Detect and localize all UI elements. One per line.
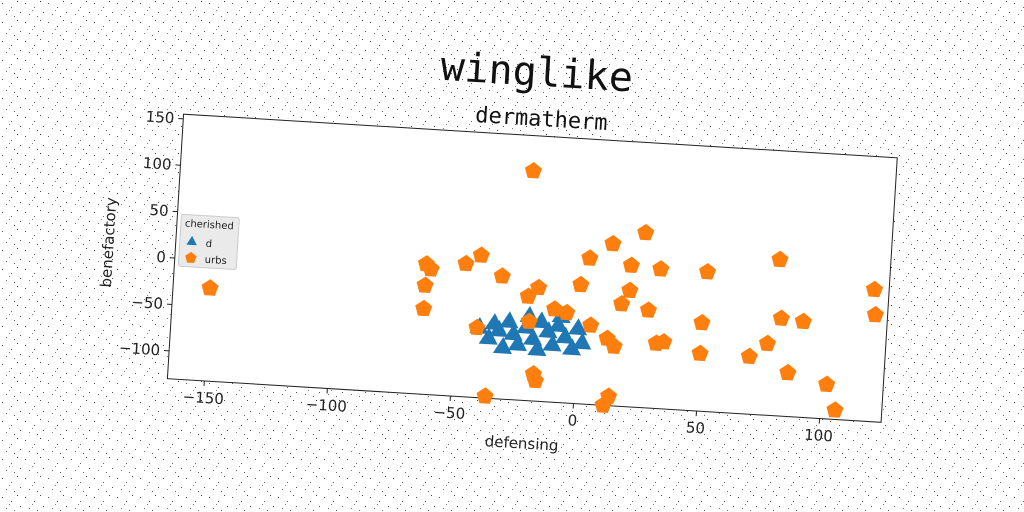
x-tick-label: 0 [567,411,578,430]
point-urbs [530,278,548,296]
chart-root: winglike dermatherm −150 −100 −50 0 50 100−10… [97,44,898,455]
point-urbs [416,276,434,294]
x-tick-label: −50 [433,403,466,423]
x-tick-label: 50 [685,418,705,437]
point-d [542,334,562,352]
point-urbs [699,262,717,280]
point-d [548,315,568,333]
x-axis-label: defensing [484,432,559,454]
point-d [484,313,504,331]
legend-items: d urbs [185,235,227,267]
point-urbs [621,281,639,299]
point-d [492,337,512,355]
point-urbs [582,316,600,333]
point-urbs [652,260,670,277]
point-urbs [468,318,486,336]
point-urbs [201,279,219,296]
point-urbs [572,275,590,293]
point-urbs [826,401,844,418]
point-d [572,332,592,350]
y-tick-label: 100 [142,154,172,174]
data-points [201,161,884,418]
point-urbs [415,299,433,317]
x-tick-label: −150 [182,388,224,408]
point-urbs [600,387,618,404]
point-d [527,339,547,357]
point-urbs [605,337,623,355]
legend: cherished d urbs [177,213,240,271]
x-tick-label: −100 [305,395,347,415]
point-urbs [691,344,709,362]
point-urbs [604,234,622,252]
point-urbs [637,223,655,241]
point-d [499,311,519,329]
point-d [538,321,558,339]
y-tick-label: −50 [131,293,164,313]
point-urbs [794,312,812,330]
point-urbs [639,301,658,318]
y-axis-label: benefactory [97,197,120,288]
point-urbs [613,294,631,312]
point-urbs [655,333,673,350]
y-tick-label: 150 [145,108,175,128]
point-urbs [493,267,511,284]
y-tick-label: 0 [156,248,167,267]
point-urbs [476,387,494,404]
point-urbs [865,280,884,298]
point-urbs [740,347,758,365]
point-urbs [693,313,711,331]
plot-area [166,113,898,423]
y-tick-label: −100 [118,339,160,359]
point-urbs [558,303,576,321]
point-urbs [546,300,564,317]
point-urbs [779,363,797,381]
y-tick-label: 50 [149,201,169,220]
legend-label-d: d [205,239,212,250]
point-urbs [457,254,475,272]
point-urbs [581,249,599,266]
point-urbs [520,312,538,330]
point-urbs [771,250,789,268]
point-d [478,327,498,345]
axis-ticks: −150 −100 −50 0 50 100 −100 −50 0 50 100 150 [118,108,834,446]
point-urbs [758,334,777,352]
point-urbs [524,365,543,382]
point-d [568,318,588,336]
point-d [507,334,527,352]
point-urbs [472,246,490,263]
series-d [469,305,592,357]
point-urbs [772,309,790,326]
point-d [531,311,551,329]
legend-marker-urbs [185,251,197,263]
point-d [555,326,575,344]
legend-marker-d [186,235,197,246]
legend-title: cherished [185,218,235,232]
x-tick-label: 100 [804,426,834,446]
point-urbs [818,375,836,393]
legend-label-urbs: urbs [204,255,227,267]
series-urbs [201,161,884,418]
point-d [562,338,581,356]
point-urbs [622,256,641,274]
point-urbs [866,305,884,323]
point-urbs [422,260,440,277]
point-urbs [524,161,543,179]
